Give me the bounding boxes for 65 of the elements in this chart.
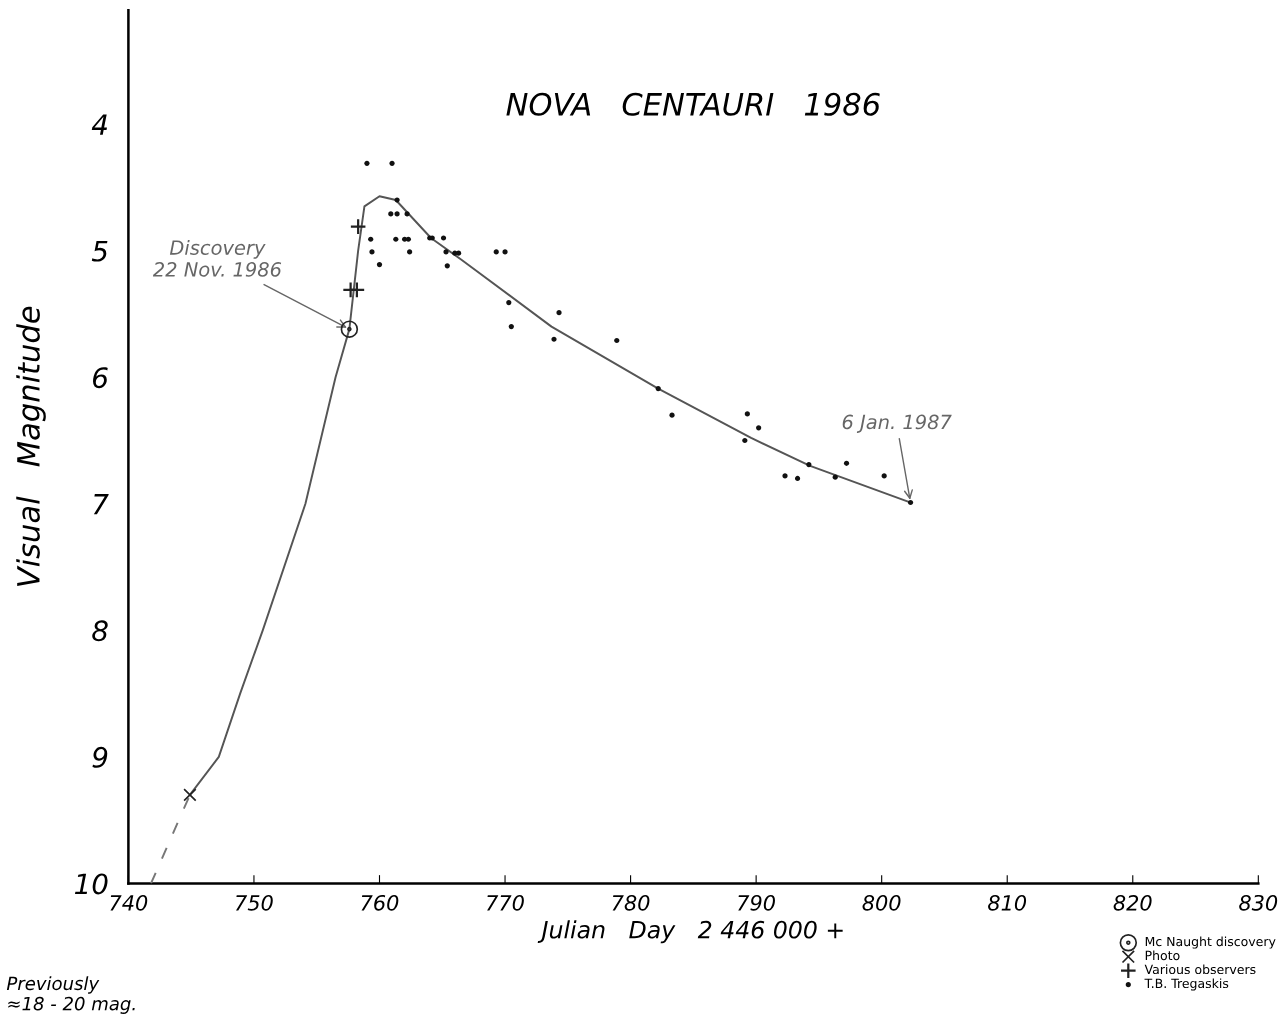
- point: [794, 475, 801, 482]
- point: [376, 261, 383, 268]
- x-tick-label: 760: [361, 894, 399, 911]
- x-tick-label: 820: [1113, 894, 1152, 911]
- point: [744, 411, 750, 417]
- annotation: 6 Jan. 1987: [842, 414, 952, 433]
- point: [832, 474, 838, 480]
- point: [655, 386, 661, 392]
- point: [389, 160, 395, 166]
- point: [881, 473, 887, 479]
- point: [369, 249, 375, 255]
- point: [388, 211, 394, 217]
- point: [756, 425, 762, 431]
- point: [348, 281, 366, 299]
- point: [614, 337, 620, 344]
- legend-label: Mc Naught discovery: [1145, 936, 1276, 949]
- y-tick-label: 6: [93, 367, 108, 389]
- point: [493, 249, 499, 255]
- text: Previously ≈18 - 20 mag.: [6, 976, 135, 1014]
- point: [551, 336, 557, 342]
- point: [368, 236, 374, 242]
- x-tick-label: 830: [1239, 894, 1278, 911]
- y-axis-title: Visual Magnitude: [16, 306, 46, 586]
- point: [506, 299, 512, 306]
- y-tick-label: 8: [92, 620, 108, 642]
- x-tick-label: 770: [487, 894, 524, 911]
- point: [394, 211, 400, 217]
- point: [806, 461, 812, 468]
- y-tick-label: 7: [93, 494, 109, 515]
- text: NOVA CENTAURI 1986: [506, 92, 880, 116]
- x-tick-label: 800: [862, 894, 901, 911]
- point: [340, 320, 359, 338]
- y-tick-label: 9: [92, 746, 108, 768]
- point: [843, 460, 850, 466]
- point: [364, 160, 370, 166]
- x-tick-label: 740: [110, 894, 148, 911]
- point: [455, 250, 462, 256]
- point: [393, 236, 399, 242]
- y-tick-label: 5: [91, 240, 108, 262]
- x-tick-label: 810: [988, 894, 1027, 911]
- legend-label: T.B. Tregaskis: [1144, 978, 1229, 991]
- point: [444, 263, 450, 269]
- point: [440, 235, 447, 241]
- point: [183, 788, 197, 802]
- point: [443, 249, 449, 255]
- point: [742, 437, 748, 444]
- point: [407, 249, 413, 255]
- point: [349, 218, 367, 236]
- y-tick-label: 4: [91, 114, 107, 135]
- x-tick-label: 750: [236, 894, 273, 911]
- point: [669, 412, 675, 418]
- point: [394, 197, 400, 203]
- point: [782, 473, 788, 479]
- point: [907, 499, 914, 506]
- point: [502, 249, 508, 255]
- x-tick-label: 780: [612, 894, 650, 911]
- legend-label: Various observers: [1144, 964, 1256, 975]
- x-tick-label: 790: [738, 894, 775, 911]
- point: [508, 324, 514, 330]
- legend-label: Photo: [1145, 950, 1180, 961]
- annotation: Discovery 22 Nov. 1986: [152, 239, 282, 277]
- x-axis-title: Julian Day 2 446 000 +: [537, 920, 843, 944]
- y-tick-label: 10: [74, 873, 108, 895]
- point: [556, 310, 562, 316]
- point: [404, 211, 410, 217]
